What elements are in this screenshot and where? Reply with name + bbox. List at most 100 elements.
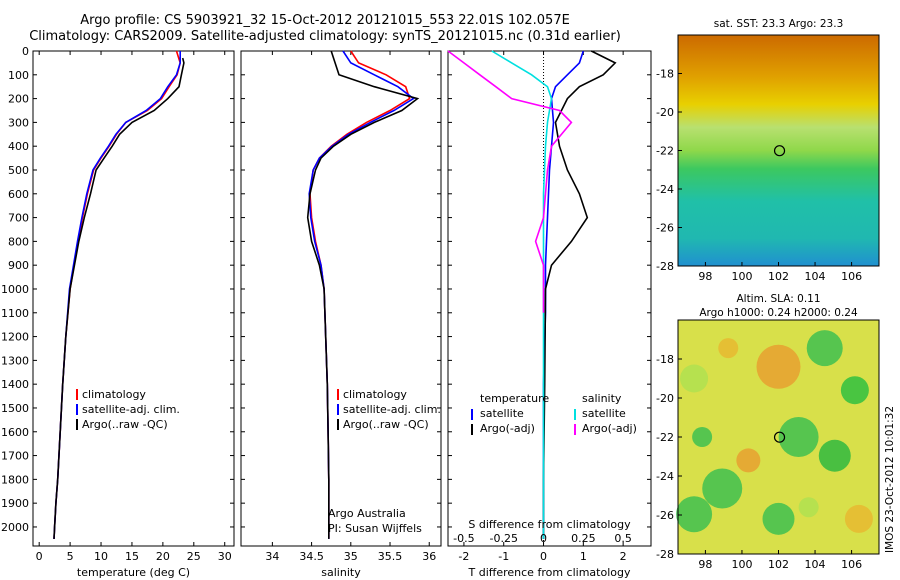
x-tick-label: 1 xyxy=(580,550,587,563)
sla-blob xyxy=(692,427,713,447)
argo-position-marker xyxy=(773,145,786,157)
chart-title-line2: Climatology: CARS2009. Satellite-adjuste… xyxy=(29,29,621,44)
top-tick-label: -0.5 xyxy=(453,532,474,545)
y-tick-label: 0 xyxy=(22,45,29,58)
x-tick-label: 5 xyxy=(67,550,74,563)
x-tick-label: 0 xyxy=(540,550,547,563)
x-tick-label: 100 xyxy=(731,270,752,283)
x-tick-label: 106 xyxy=(841,558,862,571)
sst-field xyxy=(678,35,879,266)
y-tick-label: 1500 xyxy=(1,402,29,415)
top-tick-label: 0.5 xyxy=(614,532,632,545)
legend-entry: satellite xyxy=(582,407,626,420)
x-tick-label: 15 xyxy=(125,550,139,563)
legend-entry: satellite-adj. clim. xyxy=(82,403,180,416)
y-tick-label: -26 xyxy=(656,222,674,235)
x-tick-label: 98 xyxy=(698,558,712,571)
sla-blob xyxy=(680,364,709,393)
sla-blob xyxy=(806,330,843,367)
x-tick-label: 106 xyxy=(841,270,862,283)
y-tick-label: 1000 xyxy=(1,283,29,296)
plot-frame xyxy=(447,50,652,547)
x-tick-label: 34.5 xyxy=(299,550,324,563)
y-tick-label: 1600 xyxy=(1,426,29,439)
y-tick-label: -28 xyxy=(656,260,674,273)
y-tick-label: 2000 xyxy=(1,521,29,534)
map-subtitle: Argo h1000: 0.24 h2000: 0.24 xyxy=(699,307,858,319)
sla-blob xyxy=(778,417,819,457)
annotation-text: Argo Australia xyxy=(328,507,406,520)
x-tick-label: 0 xyxy=(36,550,43,563)
y-tick-label: 1300 xyxy=(1,354,29,367)
legend-entry: satellite xyxy=(480,407,524,420)
series-line-3 xyxy=(306,50,420,539)
y-tick-label: 600 xyxy=(8,188,29,201)
y-tick-label: 1900 xyxy=(1,497,29,510)
x-tick-label: -1 xyxy=(498,550,509,563)
x-axis-label: temperature (deg C) xyxy=(77,566,190,579)
y-tick-label: -22 xyxy=(656,431,674,444)
sla-blob xyxy=(676,496,713,533)
y-tick-label: 1400 xyxy=(1,378,29,391)
plot-frame xyxy=(240,50,442,547)
y-tick-label: -24 xyxy=(656,470,674,483)
map-panel-1: 98 100 102 104 106 -18 -20 -22 -24 -26 -28 sat. SST… xyxy=(656,18,880,283)
y-tick-label: 900 xyxy=(8,259,29,272)
legend-title: temperature xyxy=(480,392,549,405)
x-tick-label: 10 xyxy=(94,550,108,563)
x-axis-label: T difference from climatology xyxy=(468,566,631,579)
y-tick-label: -24 xyxy=(656,183,674,196)
legend-entry: Argo(..raw -QC) xyxy=(82,418,168,431)
top-tick-label: -0.25 xyxy=(489,532,517,545)
sla-blob xyxy=(798,497,819,518)
profile-panel-1: 0 5 10 15 20 25 300100200300400500600700800900… xyxy=(1,45,235,579)
x-tick-label: 35.5 xyxy=(378,550,403,563)
top-axis-label: S difference from climatology xyxy=(468,518,631,531)
legend-entry: climatology xyxy=(343,388,407,401)
y-tick-label: -28 xyxy=(656,548,674,561)
y-tick-label: 1100 xyxy=(1,307,29,320)
plot-frame xyxy=(32,50,235,547)
y-tick-label: 800 xyxy=(8,235,29,248)
x-tick-label: -2 xyxy=(458,550,469,563)
y-tick-label: 300 xyxy=(8,116,29,129)
series-line-4 xyxy=(447,50,573,313)
legend-entry: Argo(-adj) xyxy=(582,422,637,435)
map-title: sat. SST: 23.3 Argo: 23.3 xyxy=(714,18,844,30)
x-axis-label: salinity xyxy=(321,566,361,579)
x-tick-label: 30 xyxy=(218,550,232,563)
sla-blob xyxy=(762,502,795,535)
x-tick-label: 36 xyxy=(422,550,436,563)
x-tick-label: 35 xyxy=(344,550,358,563)
legend-entry: satellite-adj. clim. xyxy=(343,403,441,416)
y-tick-label: -20 xyxy=(656,392,674,405)
annotation-text: PI: Susan Wijffels xyxy=(328,522,422,535)
y-tick-label: -20 xyxy=(656,106,674,119)
sla-blob xyxy=(718,338,739,359)
profile-panel-2: 34 34.5 35 35.5 36 salinity climatology satelli… xyxy=(240,50,442,579)
y-tick-label: -26 xyxy=(656,509,674,522)
x-tick-label: 2 xyxy=(620,550,627,563)
sla-blob xyxy=(844,504,873,533)
timestamp-stamp: IMOS 23-Oct-2012 10:01:32 xyxy=(884,406,896,553)
y-tick-label: 700 xyxy=(8,212,29,225)
x-tick-label: 102 xyxy=(768,270,789,283)
y-tick-label: 500 xyxy=(8,164,29,177)
x-tick-label: 102 xyxy=(768,558,789,571)
series-line-3 xyxy=(53,57,185,539)
sla-blob xyxy=(840,376,869,405)
legend-entry: Argo(..raw -QC) xyxy=(343,418,429,431)
legend-title: salinity xyxy=(582,392,622,405)
y-tick-label: 400 xyxy=(8,140,29,153)
x-tick-label: 98 xyxy=(698,270,712,283)
legend-entry: Argo(-adj) xyxy=(480,422,535,435)
series-line-2 xyxy=(542,50,617,539)
y-tick-label: -18 xyxy=(656,68,674,81)
y-tick-label: -22 xyxy=(656,145,674,158)
x-tick-label: 20 xyxy=(156,550,170,563)
y-tick-label: 1700 xyxy=(1,450,29,463)
sla-blob xyxy=(702,468,743,509)
top-tick-label: 0.25 xyxy=(571,532,596,545)
y-tick-label: 200 xyxy=(8,93,29,106)
